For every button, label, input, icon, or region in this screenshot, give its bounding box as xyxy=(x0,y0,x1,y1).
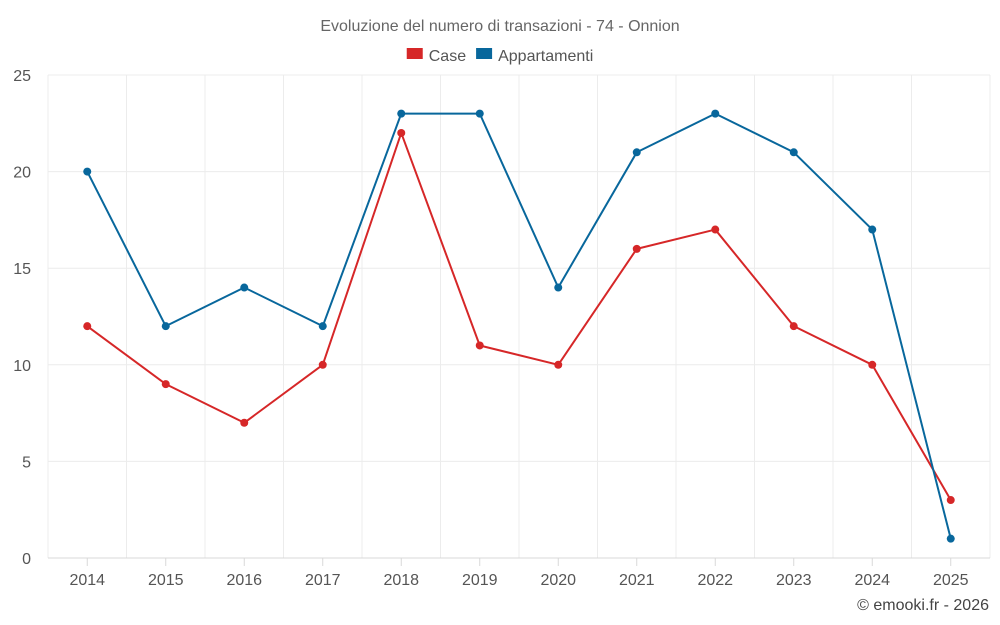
data-point-case[interactable] xyxy=(83,322,92,331)
chart-title: Evoluzione del numero di transazioni - 7… xyxy=(320,18,679,35)
legend[interactable]: Case Appartamenti xyxy=(406,48,594,65)
data-point-case[interactable] xyxy=(240,418,249,427)
x-tick-label: 2019 xyxy=(462,572,498,589)
legend-label: Case xyxy=(429,48,466,65)
series-layer xyxy=(83,109,955,543)
x-tick-label: 2020 xyxy=(540,572,576,589)
legend-swatch xyxy=(476,48,493,59)
y-tick-label: 25 xyxy=(13,68,31,85)
x-tick-label: 2025 xyxy=(933,572,969,589)
data-point-appartamenti[interactable] xyxy=(868,225,877,234)
data-point-appartamenti[interactable] xyxy=(240,283,249,292)
y-tick-label: 0 xyxy=(22,551,31,568)
data-point-appartamenti[interactable] xyxy=(632,148,641,157)
data-point-case[interactable] xyxy=(161,380,170,389)
data-point-appartamenti[interactable] xyxy=(711,109,720,118)
data-point-appartamenti[interactable] xyxy=(83,167,92,176)
data-point-case[interactable] xyxy=(711,225,720,234)
legend-item-appartamenti[interactable]: Appartamenti xyxy=(476,48,593,65)
x-tick-label: 2015 xyxy=(148,572,184,589)
data-point-appartamenti[interactable] xyxy=(475,109,484,118)
data-point-case[interactable] xyxy=(946,496,955,505)
y-tick-label: 15 xyxy=(13,261,31,278)
data-point-case[interactable] xyxy=(868,360,877,369)
legend-item-case[interactable]: Case xyxy=(406,48,466,65)
data-point-appartamenti[interactable] xyxy=(946,534,955,543)
data-point-appartamenti[interactable] xyxy=(161,322,170,331)
x-tick-label: 2016 xyxy=(226,572,262,589)
credit-text: © emooki.fr - 2026 xyxy=(857,597,989,614)
series-line-case xyxy=(86,131,952,501)
x-tick-label: 2018 xyxy=(383,572,419,589)
data-point-case[interactable] xyxy=(632,244,641,253)
data-point-appartamenti[interactable] xyxy=(554,283,563,292)
legend-label: Appartamenti xyxy=(498,48,593,65)
data-point-case[interactable] xyxy=(397,128,406,137)
data-point-appartamenti[interactable] xyxy=(789,148,798,157)
data-point-appartamenti[interactable] xyxy=(397,109,406,118)
legend-swatch xyxy=(406,48,423,59)
y-tick-label: 10 xyxy=(13,358,31,375)
y-tick-label: 5 xyxy=(22,454,31,471)
x-tick-label: 2024 xyxy=(854,572,890,589)
x-tick-label: 2021 xyxy=(619,572,655,589)
series-line-appartamenti xyxy=(86,112,952,539)
y-tick-label: 20 xyxy=(13,165,31,182)
grid xyxy=(47,74,991,558)
data-point-case[interactable] xyxy=(789,322,798,331)
data-point-appartamenti[interactable] xyxy=(318,322,327,331)
x-tick-label: 2022 xyxy=(697,572,733,589)
data-point-case[interactable] xyxy=(475,341,484,350)
x-tick-label: 2014 xyxy=(69,572,105,589)
x-tick-label: 2023 xyxy=(776,572,812,589)
data-point-case[interactable] xyxy=(554,360,563,369)
data-point-case[interactable] xyxy=(318,360,327,369)
x-tick-label: 2017 xyxy=(305,572,341,589)
